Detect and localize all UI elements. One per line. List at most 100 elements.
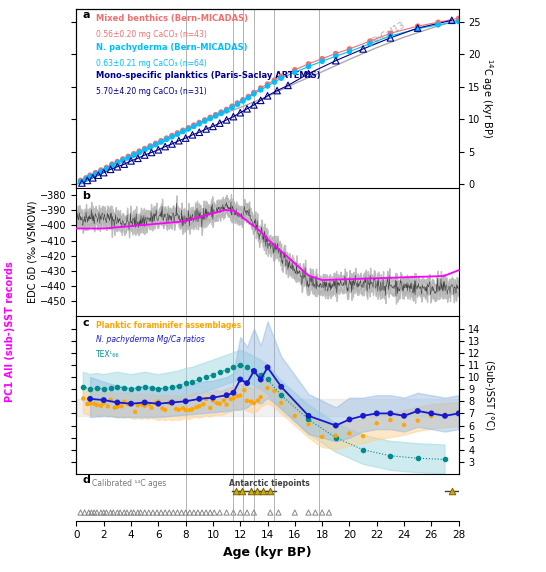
Point: [304, 411, 313, 420]
Point: [454, 409, 463, 418]
Text: N. pachyderma Mg/Ca ratios: N. pachyderma Mg/Ca ratios: [96, 335, 204, 344]
Point: [86, 394, 94, 403]
Point: [200, 117, 209, 126]
Point: [386, 33, 395, 42]
Point: [359, 45, 367, 54]
Point: [434, 18, 442, 27]
Point: [194, 508, 203, 517]
Text: PC1 All (sub-)SST records: PC1 All (sub-)SST records: [5, 261, 15, 402]
Point: [158, 404, 167, 413]
Point: [83, 399, 92, 408]
Point: [304, 419, 313, 428]
Point: [122, 508, 132, 517]
Text: d: d: [82, 475, 90, 485]
Point: [413, 416, 422, 425]
Point: [135, 148, 144, 157]
Point: [386, 409, 395, 418]
Point: [181, 397, 190, 406]
Point: [97, 165, 105, 174]
Point: [97, 508, 105, 517]
Point: [189, 121, 198, 130]
Point: [140, 402, 149, 411]
Point: [86, 170, 94, 180]
Point: [233, 392, 242, 401]
Point: [82, 174, 91, 184]
Point: [239, 95, 247, 104]
Point: [118, 154, 127, 164]
Point: [263, 363, 272, 372]
Point: [233, 98, 242, 108]
Point: [138, 400, 146, 409]
Point: [154, 145, 163, 154]
Point: [88, 173, 97, 182]
Point: [200, 116, 209, 125]
Point: [102, 164, 111, 173]
Point: [215, 508, 224, 517]
Text: Calibrated ¹⁴C ages: Calibrated ¹⁴C ages: [92, 479, 166, 488]
Point: [186, 508, 194, 517]
Point: [222, 106, 231, 116]
Point: [106, 165, 115, 174]
Point: [257, 85, 265, 94]
Point: [209, 393, 217, 402]
Point: [161, 406, 170, 415]
Text: 0.63±0.21 mg CaCO₃ (n=64): 0.63±0.21 mg CaCO₃ (n=64): [96, 59, 206, 67]
Point: [324, 508, 333, 517]
Point: [120, 160, 129, 169]
Point: [236, 508, 245, 517]
Point: [171, 404, 180, 414]
Point: [257, 96, 265, 105]
Point: [79, 394, 88, 403]
Point: [210, 508, 218, 517]
Point: [240, 386, 248, 395]
Point: [192, 403, 201, 412]
Point: [154, 397, 163, 406]
Point: [318, 432, 327, 442]
Point: [304, 69, 313, 78]
Point: [168, 131, 176, 140]
Point: [263, 383, 272, 392]
Point: [157, 136, 165, 145]
Point: [161, 142, 170, 151]
Point: [236, 108, 245, 117]
Point: [434, 20, 442, 29]
Point: [116, 508, 124, 517]
Point: [157, 508, 165, 517]
Point: [129, 150, 138, 160]
Point: [169, 508, 178, 517]
Point: [277, 382, 286, 391]
Point: [113, 157, 122, 166]
Point: [140, 508, 149, 517]
Point: [386, 31, 395, 41]
Point: [318, 508, 327, 517]
Text: N. pachyderma (Bern-MICADAS): N. pachyderma (Bern-MICADAS): [96, 42, 247, 51]
Text: c: c: [82, 318, 89, 328]
Point: [290, 68, 299, 77]
Point: [86, 172, 94, 181]
Point: [86, 399, 94, 408]
Point: [250, 100, 258, 109]
Point: [113, 508, 122, 517]
Point: [120, 508, 129, 517]
Point: [129, 508, 138, 517]
Point: [106, 508, 115, 517]
Point: [162, 133, 171, 142]
Point: [127, 508, 135, 517]
Point: [400, 420, 408, 430]
Point: [400, 411, 408, 420]
Point: [365, 39, 374, 48]
Point: [250, 88, 258, 97]
Point: [229, 508, 238, 517]
Point: [76, 176, 85, 185]
Point: [211, 110, 220, 119]
Y-axis label: EDC δD (‰ VSMOW): EDC δD (‰ VSMOW): [27, 201, 37, 303]
Point: [154, 399, 163, 408]
Point: [108, 161, 116, 170]
Point: [124, 400, 133, 409]
Point: [331, 56, 340, 65]
Point: [80, 508, 89, 517]
Point: [76, 177, 85, 186]
Point: [199, 400, 207, 409]
Point: [242, 379, 251, 388]
Point: [173, 128, 182, 137]
